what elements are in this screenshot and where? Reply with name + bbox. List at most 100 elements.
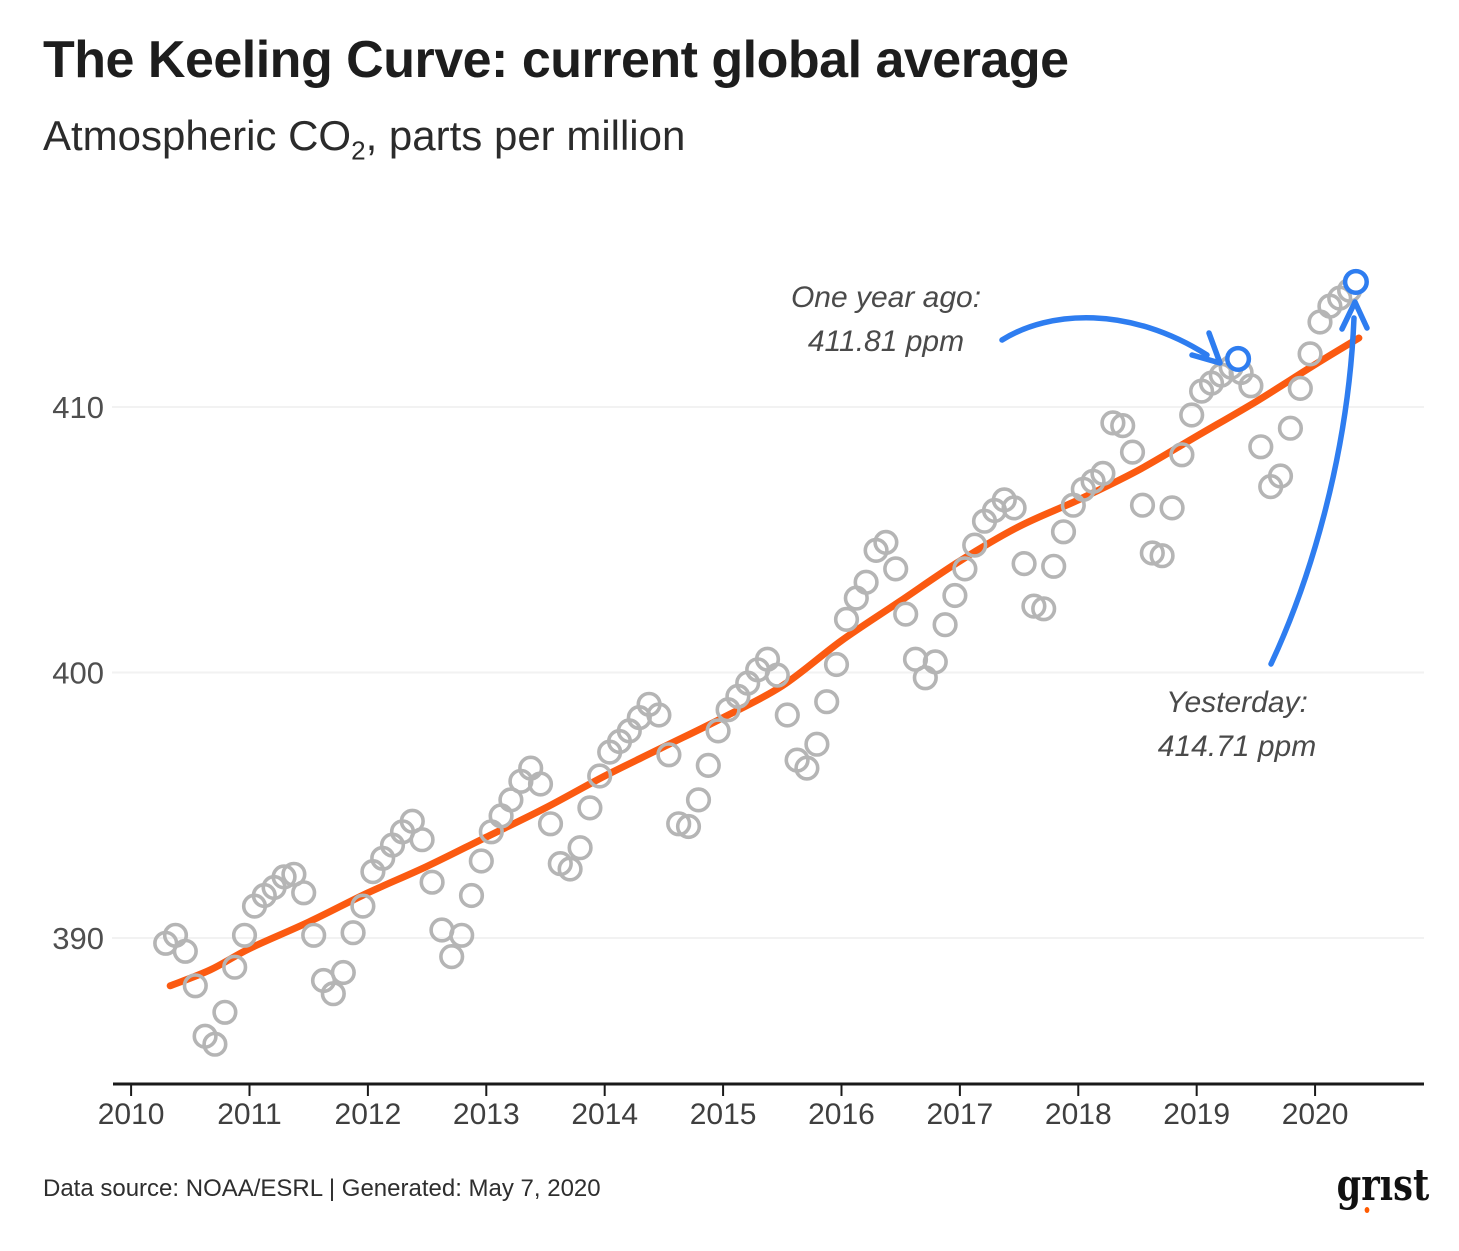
annotation-one-year-ago-value: 411.81 ppm: [807, 325, 965, 359]
monthly-data-point: [1169, 442, 1195, 468]
monthly-data-point: [1149, 543, 1175, 569]
monthly-data-point: [843, 585, 869, 611]
x-axis-tick-label: 2018: [1045, 1098, 1112, 1131]
one-year-ago-arrow: [999, 315, 1210, 358]
monthly-data-point: [942, 582, 968, 609]
x-axis-tick-label: 2013: [453, 1098, 520, 1131]
monthly-data-point: [1021, 593, 1047, 619]
monthly-data-point: [409, 827, 435, 853]
monthly-data-point: [1001, 495, 1027, 521]
monthly-data-point: [774, 702, 800, 728]
grist-logo-orange-dot-icon: [1364, 1207, 1370, 1213]
monthly-data-point: [419, 869, 445, 895]
monthly-data-point: [952, 556, 978, 582]
x-axis-tick-label: 2015: [690, 1098, 757, 1131]
monthly-data-point: [794, 755, 820, 781]
monthly-data-point: [695, 752, 721, 779]
monthly-data-point: [666, 811, 692, 837]
monthly-data-point: [893, 601, 919, 627]
x-axis-tick-label: 2012: [335, 1098, 402, 1131]
annotation-one-year-ago: One year ago: 411.81 ppm: [766, 276, 1006, 364]
y-axis-tick-label: 390: [52, 921, 104, 956]
monthly-data-point: [291, 880, 317, 906]
one-year-ago-arrowhead-icon: [1189, 330, 1223, 366]
yesterday-arrowhead-icon: [1339, 299, 1370, 332]
chart-subtitle: Atmospheric CO2, parts per million: [43, 112, 685, 166]
monthly-data-point: [182, 973, 208, 999]
monthly-data-point: [1129, 492, 1156, 518]
monthly-data-point: [922, 649, 948, 675]
monthly-data-point: [577, 795, 603, 821]
monthly-data-point: [498, 787, 524, 813]
x-axis-tick-label: 2017: [927, 1098, 994, 1131]
monthly-data-point: [271, 864, 297, 890]
monthly-data-point: [587, 763, 613, 789]
monthly-data-point: [458, 882, 485, 909]
monthly-data-point: [172, 938, 198, 964]
subtitle-text: Atmospheric CO: [43, 112, 352, 159]
monthly-data-point: [320, 981, 346, 1007]
monthly-data-point: [675, 813, 702, 840]
monthly-data-point: [685, 787, 712, 813]
monthly-data-point: [1011, 550, 1037, 577]
grist-logo: grıst: [1337, 1160, 1429, 1224]
monthly-data-point: [567, 835, 593, 861]
annotation-yesterday: Yesterday: 414.71 ppm: [1117, 681, 1357, 769]
monthly-data-point: [873, 529, 899, 556]
highlight-data-point: [1342, 268, 1369, 295]
monthly-data-point: [488, 803, 514, 829]
x-axis-tick-label: 2014: [571, 1098, 638, 1131]
data-source-note: Data source: NOAA/ESRL | Generated: May …: [43, 1175, 601, 1202]
monthly-data-point: [814, 689, 840, 715]
annotation-yesterday-value: 414.71 ppm: [1157, 730, 1317, 764]
monthly-data-point: [301, 922, 327, 948]
monthly-data-point: [1041, 553, 1067, 579]
subtitle-units: , parts per million: [365, 112, 686, 159]
monthly-data-point: [1297, 341, 1323, 367]
monthly-data-point: [340, 920, 366, 946]
monthly-data-point: [557, 856, 583, 882]
x-axis-tick-label: 2011: [217, 1098, 282, 1131]
y-axis-tick-label: 400: [52, 655, 104, 690]
x-axis-tick-label: 2019: [1163, 1098, 1230, 1131]
monthly-data-point: [1119, 439, 1146, 465]
monthly-data-point: [350, 893, 376, 919]
monthly-data-point: [527, 771, 554, 797]
monthly-data-point: [439, 943, 465, 970]
annotation-yesterday-label: Yesterday:: [1166, 686, 1308, 719]
monthly-data-point: [1090, 460, 1116, 487]
monthly-data-point: [1139, 540, 1165, 566]
monthly-data-point: [202, 1031, 228, 1057]
monthly-data-point: [1238, 373, 1264, 399]
monthly-data-point: [330, 959, 356, 986]
monthly-data-point: [1287, 375, 1313, 402]
monthly-data-point: [1050, 519, 1077, 545]
monthly-data-point: [1031, 596, 1057, 622]
page-title: The Keeling Curve: current global averag…: [43, 31, 1069, 89]
monthly-data-point: [883, 556, 909, 582]
monthly-data-point: [1159, 495, 1185, 521]
monthly-data-point: [1248, 434, 1274, 460]
monthly-data-point: [804, 731, 830, 757]
trend-line: [166, 334, 1363, 990]
monthly-data-point: [212, 999, 238, 1025]
yesterday-arrow: [1268, 315, 1357, 667]
monthly-data-point: [449, 922, 475, 948]
monthly-data-point: [656, 742, 682, 768]
monthly-data-point: [962, 532, 988, 558]
x-axis-tick-label: 2010: [98, 1098, 165, 1131]
monthly-data-point: [222, 954, 248, 980]
monthly-data-point: [537, 811, 564, 837]
monthly-data-point: [764, 662, 790, 688]
monthly-data-point: [231, 922, 258, 948]
monthly-data-point: [1267, 463, 1294, 489]
monthly-data-point: [1100, 410, 1126, 436]
monthly-data-point: [646, 702, 672, 728]
monthly-data-point: [1110, 413, 1136, 439]
monthly-data-point: [1277, 415, 1303, 441]
monthly-data-point: [1307, 309, 1333, 335]
monthly-data-point: [853, 569, 879, 595]
monthly-data-point: [468, 848, 494, 874]
